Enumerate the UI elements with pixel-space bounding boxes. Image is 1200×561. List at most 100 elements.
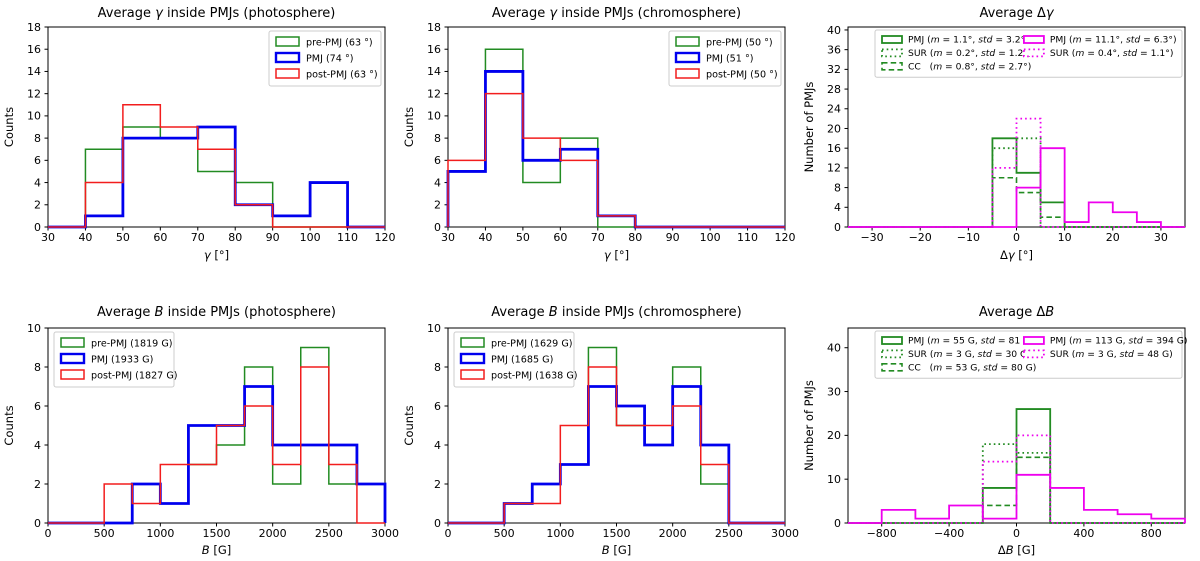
- legend-key-SUR-magenta: [1022, 48, 1045, 58]
- legend-label-PMJ: PMJ (1933 G): [91, 355, 153, 366]
- x-tick-label: −30: [860, 231, 883, 244]
- legend-key-post-PMJ: [460, 369, 485, 380]
- legend-label-PMJ-magenta: PMJ (m = 11.1°, std = 6.3°): [1050, 35, 1177, 46]
- y-tick-label: 24: [827, 103, 841, 116]
- axes: −800 −400 0 400 800 0 10 20 30 40: [827, 327, 1186, 540]
- x-axis-label: B [G]: [602, 543, 631, 557]
- subplot-delta-gamma: Average Δγ Δγ [°] Number of PMJs −30 −20 −10 0…: [800, 0, 1200, 280]
- x-tick-label: 2000: [259, 527, 287, 540]
- chart-title: Average ΔB: [979, 305, 1054, 320]
- legend: PMJ (m = 1.1°, std = 3.2°) SUR (m = 0.2°,…: [874, 29, 1183, 78]
- x-tick-label: 0: [1013, 231, 1020, 244]
- y-axis-label: Number of PMJs: [802, 380, 816, 471]
- chart-title: Average γ inside PMJs (photosphere): [98, 6, 336, 21]
- x-tick-label: 120: [375, 231, 396, 244]
- x-tick-label: 110: [737, 231, 758, 244]
- x-tick-label: 60: [553, 231, 567, 244]
- y-tick-label: 20: [827, 429, 841, 442]
- legend-key-CC-green: [881, 363, 903, 372]
- subplot-gamma-chromosphere: Average γ inside PMJs (chromosphere) γ [°…: [400, 0, 800, 280]
- y-tick-label: 0: [834, 517, 841, 530]
- x-tick-label: 800: [1141, 527, 1162, 540]
- legend-key-SUR-green: [881, 48, 903, 58]
- x-tick-label: 0: [1013, 527, 1020, 540]
- x-tick-label: 400: [1073, 527, 1094, 540]
- y-tick-label: 0: [34, 221, 41, 234]
- x-tick-label: 80: [628, 231, 642, 244]
- legend-label-pre-PMJ: pre-PMJ (63 °): [306, 38, 373, 49]
- y-tick-label: 40: [827, 24, 841, 37]
- y-tick-label: 16: [827, 142, 841, 155]
- legend-key-post-PMJ: [675, 68, 700, 79]
- series-line-post-PMJ: [48, 366, 385, 524]
- y-tick-label: 30: [827, 385, 841, 398]
- y-tick-label: 0: [434, 221, 441, 234]
- chart-b-photosphere: Average B inside PMJs (photosphere) B [G]…: [2, 305, 399, 557]
- legend-key-PMJ-magenta: [1022, 35, 1045, 44]
- y-axis-label: Counts: [402, 405, 416, 445]
- y-tick-label: 8: [434, 132, 441, 145]
- x-tick-label: 110: [337, 231, 358, 244]
- y-tick-label: 10: [27, 110, 41, 123]
- y-tick-label: 4: [434, 176, 441, 189]
- y-tick-label: 18: [427, 21, 441, 34]
- y-tick-label: 10: [827, 473, 841, 486]
- x-tick-label: 100: [300, 231, 321, 244]
- chart-delta-b: Average ΔB ΔB [G] Number of PMJs −800 −400 0 4…: [802, 305, 1187, 557]
- x-axis-label: Δγ [°]: [1000, 248, 1033, 262]
- x-tick-label: 70: [191, 231, 205, 244]
- legend-label-SUR-green: SUR (m = 0.2°, std = 1.2°): [908, 48, 1032, 59]
- legend-label-post-PMJ: post-PMJ (1827 G): [91, 371, 178, 382]
- x-axis-label: B [G]: [202, 543, 231, 557]
- legend-key-pre-PMJ: [675, 36, 700, 47]
- x-tick-label: 2000: [659, 527, 687, 540]
- y-tick-label: 16: [27, 43, 41, 56]
- y-axis-label: Counts: [2, 405, 16, 445]
- x-tick-label: 100: [700, 231, 721, 244]
- legend-label-CC-green: CC (m = 53 G, std = 80 G): [908, 362, 1036, 373]
- legend-key-post-PMJ: [60, 369, 85, 380]
- x-tick-label: 70: [591, 231, 605, 244]
- y-tick-label: 2: [34, 199, 41, 212]
- x-tick-label: 3000: [771, 527, 799, 540]
- y-tick-label: 36: [827, 43, 841, 56]
- legend-key-post-PMJ: [275, 68, 300, 79]
- y-tick-label: 6: [434, 400, 441, 413]
- legend-label-PMJ: PMJ (51 °): [706, 54, 753, 65]
- x-axis-label: γ [°]: [204, 248, 229, 262]
- legend-key-pre-PMJ: [275, 36, 300, 47]
- x-tick-label: 30: [441, 231, 455, 244]
- y-tick-label: 4: [834, 201, 841, 214]
- legend-key-SUR-green: [881, 349, 903, 359]
- series-line-post-PMJ: [48, 104, 385, 228]
- x-tick-label: 500: [94, 527, 115, 540]
- x-tick-label: 50: [516, 231, 530, 244]
- chart-b-chromosphere: Average B inside PMJs (chromosphere) B [G…: [402, 305, 799, 557]
- legend: pre-PMJ (63 °) PMJ (74 °) post-PMJ (63 °): [268, 30, 382, 87]
- y-tick-label: 14: [27, 65, 41, 78]
- y-tick-label: 10: [427, 322, 441, 335]
- series-line-pre-PMJ: [48, 126, 385, 228]
- y-tick-label: 32: [827, 63, 841, 76]
- y-tick-label: 2: [434, 199, 441, 212]
- legend-label-pre-PMJ: pre-PMJ (50 °): [706, 38, 773, 49]
- legend-label-CC-green: CC (m = 0.8°, std = 2.7°): [908, 61, 1031, 72]
- legend-key-PMJ-green: [881, 336, 903, 345]
- legend-label-SUR-green: SUR (m = 3 G, std = 30 G): [908, 349, 1031, 360]
- legend-label-PMJ: PMJ (74 °): [306, 54, 353, 65]
- x-tick-label: 20: [1106, 231, 1120, 244]
- y-tick-label: 0: [434, 517, 441, 530]
- legend: PMJ (m = 55 G, std = 81 G) SUR (m = 3 G, …: [874, 330, 1187, 379]
- legend-label-PMJ-green: PMJ (m = 1.1°, std = 3.2°): [908, 35, 1029, 46]
- legend-key-PMJ: [59, 352, 86, 365]
- x-tick-label: 1000: [146, 527, 174, 540]
- y-tick-label: 40: [827, 342, 841, 355]
- x-tick-label: 50: [116, 231, 130, 244]
- chart-title: Average γ inside PMJs (chromosphere): [492, 6, 741, 21]
- y-tick-label: 8: [434, 361, 441, 374]
- x-tick-label: 500: [494, 527, 515, 540]
- x-tick-label: 30: [1154, 231, 1168, 244]
- y-tick-label: 16: [427, 43, 441, 56]
- x-tick-label: 80: [228, 231, 242, 244]
